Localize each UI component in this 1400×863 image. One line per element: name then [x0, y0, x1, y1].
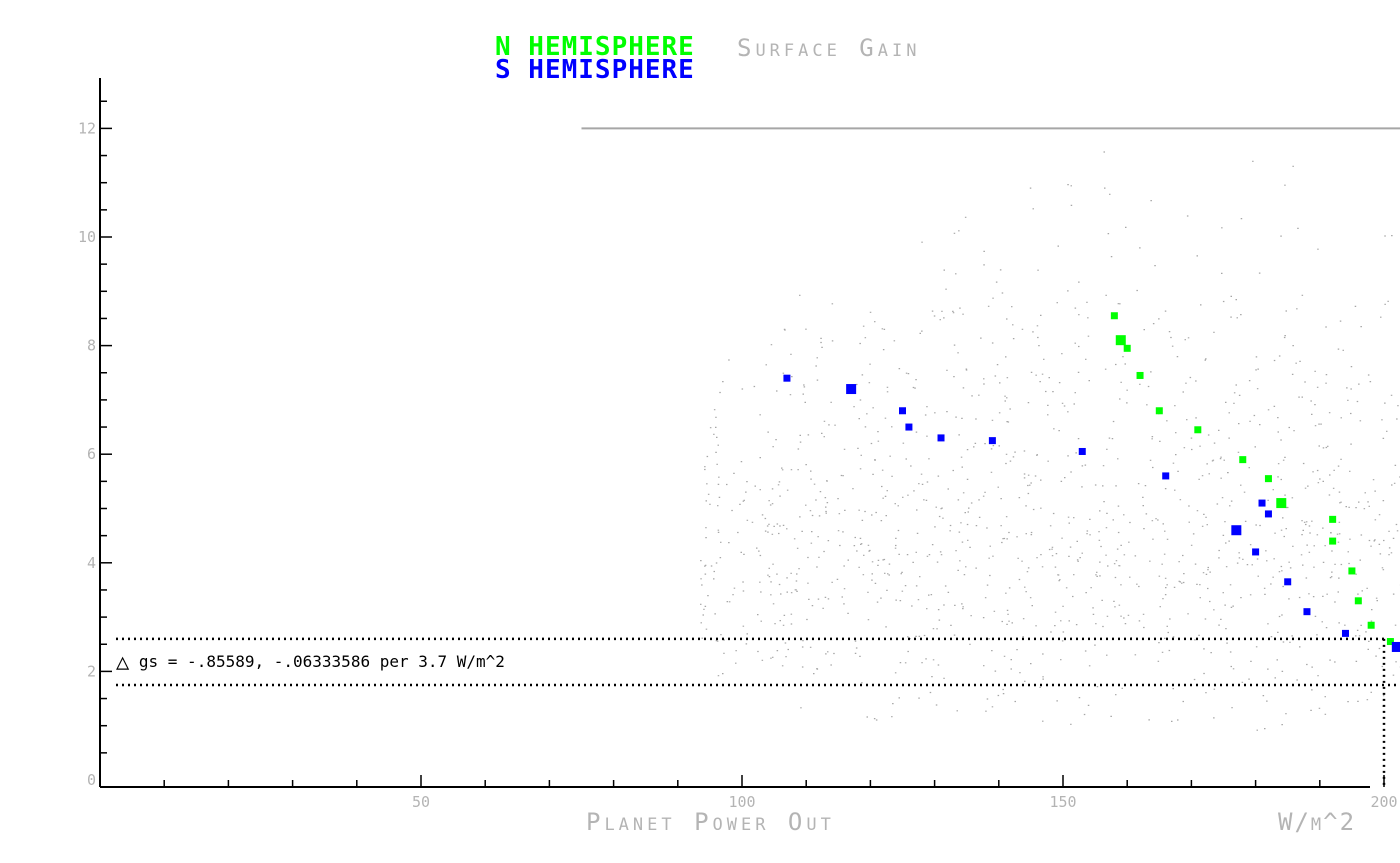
- x-tick-label: 150: [1049, 793, 1076, 811]
- axes: 50100150200250300350024681012: [78, 78, 1398, 811]
- delta-annotation: △ gs = -.85589, -.06333586 per 3.7 W/m^2: [116, 652, 505, 674]
- y-tick-label: 0: [87, 771, 96, 789]
- marker-n-hemisphere: [1194, 426, 1202, 434]
- marker-s-hemisphere: [1231, 525, 1242, 536]
- y-tick-label: 2: [87, 662, 96, 680]
- delta-triangle-icon: △: [116, 650, 130, 675]
- marker-n-hemisphere: [1110, 312, 1118, 320]
- y-tick-label: 4: [87, 554, 96, 572]
- y-tick-label: 10: [78, 228, 96, 246]
- marker-n-hemisphere: [1367, 621, 1375, 629]
- marker-n-hemisphere: [1155, 407, 1163, 415]
- x-axis-unit: W/m^2: [1278, 808, 1357, 836]
- marker-s-hemisphere: [1258, 499, 1266, 507]
- marker-n-hemisphere: [1136, 371, 1144, 379]
- legend-south-hemisphere: S HEMISPHERE: [495, 55, 695, 85]
- marker-n-hemisphere: [1123, 344, 1131, 352]
- y-tick-label: 8: [87, 337, 96, 355]
- marker-s-hemisphere: [905, 423, 913, 431]
- marker-s-hemisphere: [1303, 608, 1311, 616]
- y-tick-label: 6: [87, 445, 96, 463]
- marker-s-hemisphere: [783, 374, 791, 382]
- marker-n-hemisphere: [1276, 498, 1287, 509]
- reference-lines: [116, 637, 1400, 787]
- x-tick-label: 50: [412, 793, 430, 811]
- x-axis-label: Planet Power Out: [586, 808, 835, 836]
- marker-n-hemisphere: [1354, 597, 1362, 605]
- marker-s-hemisphere: [988, 437, 996, 445]
- marker-s-hemisphere: [1264, 510, 1272, 518]
- marker-n-hemisphere: [1386, 638, 1394, 646]
- x-tick-label: 100: [728, 793, 755, 811]
- marker-n-hemisphere: [1239, 456, 1247, 464]
- marker-s-hemisphere: [937, 434, 945, 442]
- marker-n-hemisphere: [1115, 335, 1126, 346]
- x-tick-label: 200: [1370, 793, 1397, 811]
- marker-n-hemisphere: [1264, 475, 1272, 483]
- marker-n-hemisphere: [1348, 567, 1356, 575]
- marker-n-hemisphere: [1329, 515, 1337, 523]
- y-tick-label: 12: [78, 119, 96, 137]
- legend-north-hemisphere: N HEMISPHERE: [495, 32, 695, 62]
- cloud-points: [700, 151, 1400, 731]
- marker-s-hemisphere: [1252, 548, 1260, 556]
- marker-s-hemisphere: [1284, 578, 1292, 586]
- marker-s-hemisphere: [1341, 629, 1349, 637]
- scatter-cloud: [581, 127, 1400, 731]
- chart-title: Surface Gain: [737, 34, 921, 62]
- marker-s-hemisphere: [1078, 447, 1086, 455]
- delta-annotation-text: gs = -.85589, -.06333586 per 3.7 W/m^2: [138, 652, 505, 671]
- marker-s-hemisphere: [1162, 472, 1170, 480]
- series-markers: [783, 312, 1400, 652]
- marker-s-hemisphere: [846, 384, 857, 395]
- marker-s-hemisphere: [1391, 641, 1400, 652]
- marker-s-hemisphere: [899, 407, 906, 415]
- marker-n-hemisphere: [1329, 537, 1337, 545]
